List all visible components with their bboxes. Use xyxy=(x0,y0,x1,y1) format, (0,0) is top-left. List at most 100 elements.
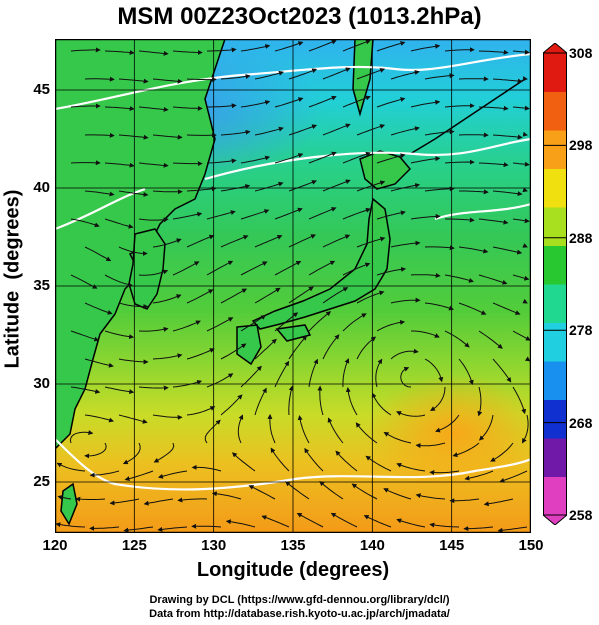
streamline xyxy=(84,132,115,138)
streamline xyxy=(254,235,283,248)
x-axis-label: Longitude (degrees) xyxy=(196,559,390,581)
streamline xyxy=(237,414,244,444)
streamline xyxy=(478,218,509,225)
streamline xyxy=(220,235,249,248)
streamline xyxy=(335,450,358,472)
honshu xyxy=(251,197,391,330)
streamline xyxy=(206,260,234,276)
streamline xyxy=(288,180,317,192)
streamline xyxy=(288,234,317,248)
streamline xyxy=(410,43,441,52)
streamline xyxy=(172,50,203,55)
streamline xyxy=(322,287,349,304)
streamline xyxy=(285,481,310,500)
streamline xyxy=(191,464,222,472)
x-tick-label: 130 xyxy=(201,537,227,554)
x-tick-label: 135 xyxy=(280,537,306,554)
streamline xyxy=(261,515,290,528)
streamline xyxy=(89,470,120,478)
colorbar-bottom-arrow xyxy=(543,514,567,525)
streamline xyxy=(396,518,426,528)
streamline xyxy=(424,186,455,192)
streamline xyxy=(459,189,489,195)
colorbar-cell xyxy=(543,130,567,169)
streamline xyxy=(152,134,183,140)
streamline xyxy=(342,262,371,276)
streamline xyxy=(297,415,310,444)
streamline xyxy=(458,246,489,254)
streamline xyxy=(138,269,169,276)
streamline xyxy=(424,129,455,136)
streamline xyxy=(89,525,120,531)
colorbar-cell xyxy=(543,438,567,477)
streamline xyxy=(390,348,419,360)
streamline xyxy=(220,288,248,304)
streamline xyxy=(478,274,508,285)
streamline xyxy=(220,129,251,136)
streamline xyxy=(492,358,512,383)
streamline xyxy=(396,462,426,472)
colorbar-cell xyxy=(543,399,567,439)
streamline xyxy=(322,234,351,248)
streamline xyxy=(84,414,115,423)
streamline xyxy=(84,442,107,459)
streamline xyxy=(424,302,454,311)
streamline xyxy=(220,74,251,80)
streamline xyxy=(254,338,277,360)
streamline xyxy=(56,462,86,472)
streamline xyxy=(429,522,460,528)
streamline xyxy=(356,124,386,136)
streamline xyxy=(206,373,234,388)
streamline xyxy=(327,417,344,444)
streamline xyxy=(345,387,358,416)
streamline xyxy=(512,49,530,55)
streamline xyxy=(240,261,268,276)
y-tick-label: 40 xyxy=(33,178,50,196)
streamline xyxy=(429,470,460,476)
streamline xyxy=(356,68,386,80)
streamline xyxy=(220,184,251,192)
streamline xyxy=(444,103,475,109)
streamline xyxy=(464,470,494,481)
streamline xyxy=(396,411,426,417)
streamline xyxy=(254,126,284,136)
streamline xyxy=(118,134,149,140)
streamline xyxy=(410,99,441,108)
streamline xyxy=(254,70,284,80)
plot-frame xyxy=(55,39,531,533)
streamline xyxy=(191,523,222,529)
streamline xyxy=(143,498,174,506)
streamline xyxy=(220,343,247,360)
y-tick-label: 45 xyxy=(33,80,50,98)
streamline xyxy=(512,218,530,224)
streamline xyxy=(458,358,474,386)
streamline xyxy=(274,260,302,276)
streamline xyxy=(104,330,135,340)
streamline xyxy=(288,385,294,416)
streamline xyxy=(186,406,216,416)
streamline xyxy=(356,336,377,360)
streamline xyxy=(371,392,392,416)
colorbar-cell xyxy=(543,322,567,362)
streamline xyxy=(152,189,183,195)
streamline xyxy=(410,156,441,164)
streamline xyxy=(308,151,337,164)
streamline xyxy=(157,526,188,532)
streamline xyxy=(492,134,523,140)
streamline xyxy=(240,44,271,52)
streamline xyxy=(138,50,169,56)
streamline xyxy=(322,334,340,360)
streamline xyxy=(138,217,169,223)
streamline xyxy=(240,155,271,164)
streamline xyxy=(70,330,100,342)
streamline xyxy=(288,124,318,136)
streamline xyxy=(304,447,324,472)
streamline xyxy=(478,414,494,441)
streamline xyxy=(424,245,455,251)
streamline xyxy=(376,210,406,220)
streamline xyxy=(444,274,474,283)
streamline xyxy=(483,498,514,507)
colorbar-tick-label: 308 xyxy=(569,45,593,61)
streamline xyxy=(376,97,406,108)
colorbar-tick-label: 298 xyxy=(569,137,593,154)
